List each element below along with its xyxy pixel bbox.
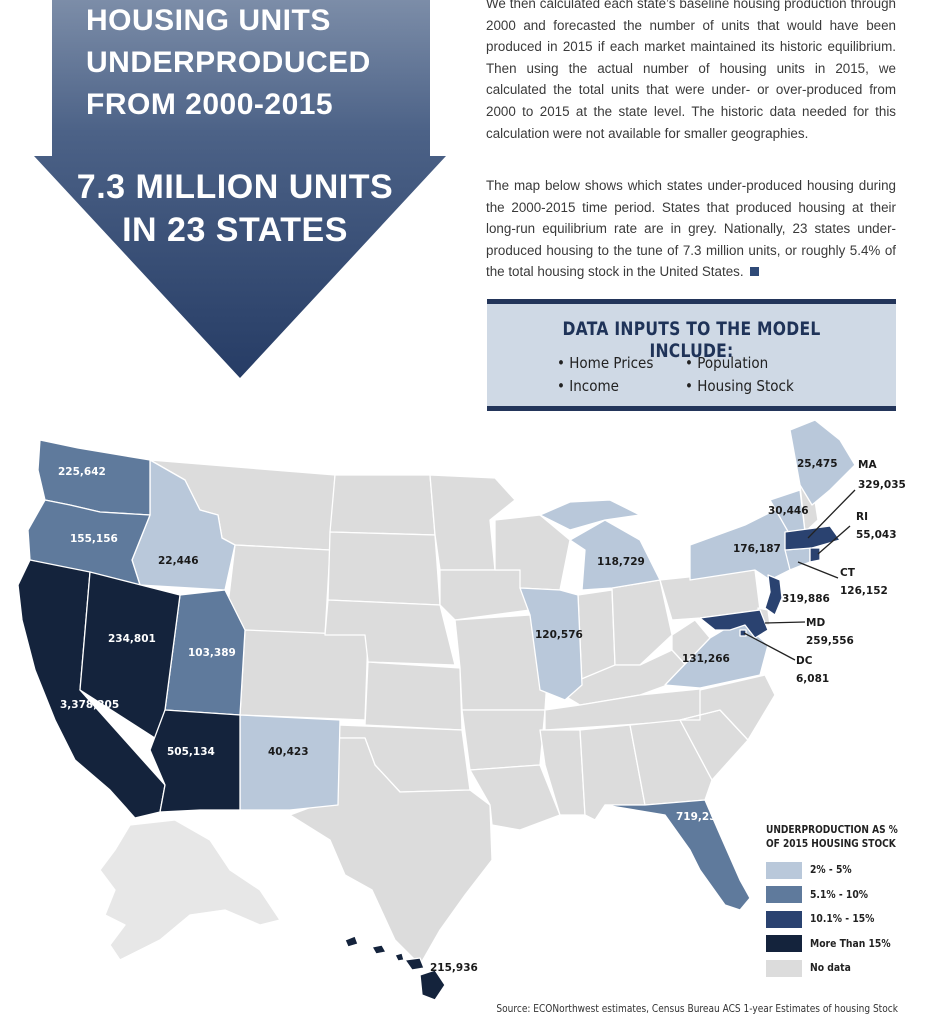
legend-swatch <box>766 935 802 952</box>
state-hi-3 <box>394 952 405 962</box>
label-ma: 329,035 <box>858 479 906 491</box>
label-nj: 319,886 <box>782 593 830 605</box>
state-nj <box>764 574 783 616</box>
label-ri-name: RI <box>856 511 868 523</box>
state-dc <box>739 629 747 637</box>
headline-banner <box>34 0 446 378</box>
body-paragraph-2: The map below shows which states under-p… <box>486 178 896 280</box>
state-ks <box>364 661 463 731</box>
state-la <box>469 764 561 831</box>
input-home-prices: • Home Prices <box>557 354 654 372</box>
label-or: 155,156 <box>70 533 118 545</box>
legend-swatch <box>766 886 802 903</box>
state-hi-4 <box>404 957 425 971</box>
state-oh <box>611 579 673 666</box>
state-il <box>519 587 583 701</box>
state-fl <box>604 799 751 911</box>
state-me <box>789 420 856 506</box>
data-inputs-title: DATA INPUTS TO THE MODEL INCLUDE: <box>562 318 821 362</box>
state-ak <box>99 819 281 961</box>
label-me: 25,475 <box>797 458 838 470</box>
input-housing-stock: • Housing Stock <box>685 377 794 395</box>
label-fl: 719,230 <box>676 811 724 823</box>
state-or <box>27 499 151 586</box>
state-ma <box>784 525 841 551</box>
data-inputs-box: DATA INPUTS TO THE MODEL INCLUDE: • Home… <box>487 299 896 411</box>
legend-title-line-1: UNDERPRODUCTION AS % <box>766 824 898 836</box>
state-ri <box>809 547 821 563</box>
legend-label: 10.1% - 15% <box>810 913 875 925</box>
state-mn <box>429 474 516 571</box>
state-mi-up <box>539 499 641 531</box>
label-ct-name: CT <box>840 567 856 579</box>
legend-label: More Than 15% <box>810 937 891 950</box>
state-sd <box>327 531 441 606</box>
label-ma-name: MA <box>858 459 877 471</box>
state-hi-1 <box>344 935 359 948</box>
state-mi <box>569 519 661 591</box>
legend-item: 2% - 5% <box>766 861 857 879</box>
state-md <box>699 609 769 639</box>
label-ut: 103,389 <box>188 647 236 659</box>
label-md: 259,556 <box>806 635 854 647</box>
state-co <box>239 629 369 721</box>
label-vt: 30,446 <box>768 505 809 517</box>
state-hi-5 <box>419 969 446 1001</box>
label-nm: 40,423 <box>268 746 309 758</box>
legend-item: More Than 15% <box>766 935 902 953</box>
input-income: • Income <box>557 377 619 395</box>
label-dc: 6,081 <box>796 673 829 685</box>
label-il: 120,576 <box>535 629 583 641</box>
body-paragraph-1: We then calculated each state’s baseline… <box>486 0 896 141</box>
end-mark-icon <box>749 267 759 277</box>
legend-swatch <box>766 910 802 928</box>
state-nd <box>329 474 436 536</box>
legend-item: 10.1% - 15% <box>766 910 883 928</box>
label-dc-name: DC <box>796 655 813 667</box>
us-map: 225,642 155,156 22,446 234,801 103,389 3… <box>17 420 906 1001</box>
label-md-name: MD <box>806 617 825 629</box>
state-az <box>149 709 241 813</box>
legend-swatch <box>766 861 802 879</box>
state-tx <box>289 737 493 966</box>
state-nc <box>679 674 776 741</box>
state-nm <box>239 714 341 811</box>
legend-item: No data <box>766 959 856 977</box>
label-hi: 215,936 <box>430 962 478 974</box>
label-va: 131,266 <box>682 653 730 665</box>
headline: HOUSING UNITS UNDERPRODUCED FROM 2000-20… <box>86 4 371 121</box>
label-ri: 55,043 <box>856 529 897 541</box>
label-ny: 176,187 <box>733 543 781 555</box>
source-note: Source: ECONorthwest estimates, Census B… <box>496 1003 898 1015</box>
legend-label: 5.1% - 10% <box>810 888 869 901</box>
label-mi: 118,729 <box>597 556 645 568</box>
legend-item: 5.1% - 10% <box>766 886 876 904</box>
state-hi-2 <box>371 944 387 955</box>
input-population: • Population <box>685 354 769 372</box>
legend-label: 2% - 5% <box>810 864 852 876</box>
label-az: 505,134 <box>167 746 215 758</box>
label-id: 22,446 <box>158 555 199 567</box>
state-ms <box>539 729 586 816</box>
state-ar <box>461 709 546 771</box>
label-wa: 225,642 <box>58 466 106 478</box>
state-ga <box>629 719 713 806</box>
big-stat: 7.3 MILLION UNITS IN 23 STATES <box>76 168 394 249</box>
legend-title-line-2: OF 2015 HOUSING STOCK <box>766 838 896 850</box>
legend-swatch <box>766 959 802 977</box>
label-ca: 3,378,205 <box>60 699 119 711</box>
legend-label: No data <box>810 962 851 974</box>
label-ct: 126,152 <box>840 585 888 597</box>
map-legend: UNDERPRODUCTION AS % OF 2015 HOUSING STO… <box>766 823 916 977</box>
state-ct <box>784 547 811 571</box>
state-ia <box>439 569 531 621</box>
label-nv: 234,801 <box>108 633 156 645</box>
